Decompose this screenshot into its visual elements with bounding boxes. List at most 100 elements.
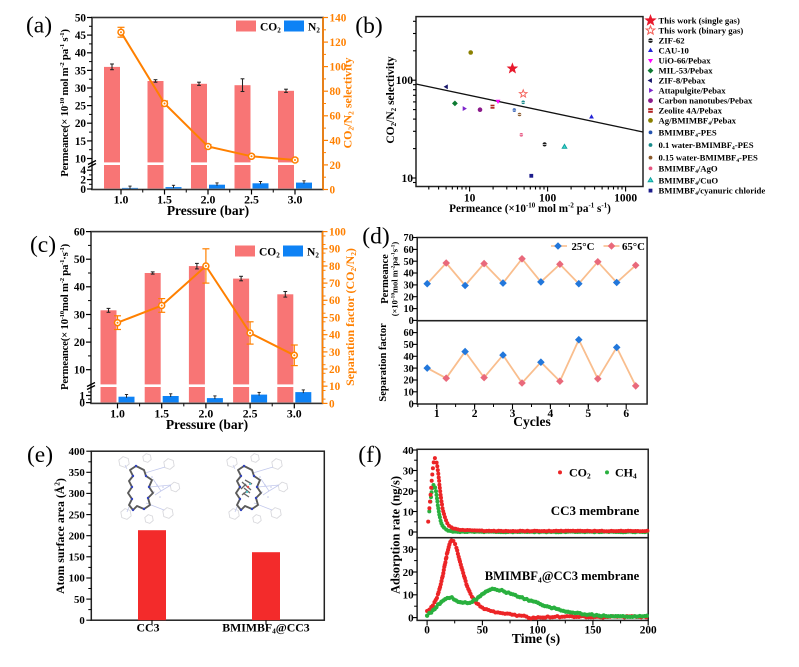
- svg-text:15: 15: [75, 136, 87, 148]
- svg-text:Permeance(× 10-10 mol m-2 pa-1: Permeance(× 10-10 mol m-2 pa-1 s-1): [59, 29, 71, 177]
- svg-text:60: 60: [74, 227, 86, 239]
- svg-text:0: 0: [409, 316, 414, 327]
- svg-text:3.0: 3.0: [287, 406, 302, 420]
- svg-text:50: 50: [74, 254, 86, 266]
- svg-text:Time (s): Time (s): [512, 631, 560, 647]
- svg-text:MIL-53/Pebax: MIL-53/Pebax: [659, 66, 714, 76]
- svg-text:1: 1: [79, 390, 85, 402]
- svg-text:Ag/BMIMBF4/Pebax: Ag/BMIMBF4/Pebax: [659, 115, 737, 127]
- svg-text:Pressure (bar): Pressure (bar): [167, 203, 249, 218]
- svg-text:45: 45: [75, 30, 87, 42]
- svg-text:0: 0: [330, 184, 336, 196]
- svg-text:BMIMBF4-PES: BMIMBF4-PES: [659, 127, 717, 139]
- svg-text:2.0: 2.0: [201, 193, 216, 207]
- svg-text:1: 1: [434, 408, 440, 420]
- svg-text:50: 50: [75, 12, 87, 24]
- svg-text:30: 30: [74, 309, 86, 321]
- svg-text:25°C: 25°C: [572, 241, 595, 253]
- svg-text:This work (binary gas): This work (binary gas): [659, 25, 744, 35]
- svg-text:70: 70: [404, 233, 414, 244]
- svg-text:0: 0: [424, 624, 430, 636]
- svg-text:50: 50: [404, 340, 414, 351]
- svg-text:0: 0: [79, 615, 84, 627]
- svg-text:10: 10: [404, 387, 414, 398]
- svg-text:Zeolite 4A/Pebax: Zeolite 4A/Pebax: [659, 106, 723, 116]
- svg-text:10: 10: [403, 590, 415, 602]
- svg-text:30: 30: [75, 83, 87, 95]
- svg-text:40: 40: [329, 330, 341, 342]
- svg-text:4: 4: [548, 408, 554, 420]
- svg-text:0: 0: [409, 399, 414, 410]
- svg-text:25: 25: [75, 101, 87, 113]
- svg-text:BMIMBF4/CuO: BMIMBF4/CuO: [659, 175, 719, 187]
- svg-text:50: 50: [404, 257, 414, 268]
- svg-text:(a): (a): [26, 13, 52, 39]
- svg-text:CC3 membrane: CC3 membrane: [551, 503, 640, 518]
- svg-text:40: 40: [403, 445, 415, 457]
- svg-text:BMIMBF4@CC3: BMIMBF4@CC3: [222, 621, 309, 636]
- svg-text:20: 20: [74, 337, 86, 349]
- svg-text:BMIMBF4/AgO: BMIMBF4/AgO: [659, 163, 718, 175]
- svg-text:10: 10: [329, 381, 341, 393]
- svg-text:30: 30: [329, 347, 341, 359]
- svg-text:10: 10: [75, 153, 87, 165]
- svg-text:0: 0: [79, 398, 85, 410]
- svg-text:CO2/N2 selectivity: CO2/N2 selectivity: [341, 57, 356, 148]
- svg-text:Permeance: Permeance: [380, 254, 391, 304]
- svg-text:Permeance(× 10-10mol m-2 pa-1·: Permeance(× 10-10mol m-2 pa-1·s-1): [59, 243, 71, 390]
- svg-text:3: 3: [510, 408, 516, 420]
- svg-text:50: 50: [477, 624, 489, 636]
- svg-text:Cycles: Cycles: [513, 414, 551, 429]
- svg-text:150: 150: [69, 552, 85, 564]
- svg-text:(b): (b): [355, 13, 382, 39]
- svg-text:Separation factor (CO2/N2): Separation factor (CO2/N2): [343, 248, 358, 386]
- svg-text:60: 60: [404, 328, 414, 339]
- svg-text:40: 40: [330, 135, 342, 147]
- svg-text:10: 10: [402, 173, 414, 185]
- svg-text:30: 30: [403, 544, 415, 556]
- svg-text:1.0: 1.0: [114, 193, 129, 207]
- svg-text:1.0: 1.0: [110, 406, 125, 420]
- svg-text:CO2: CO2: [260, 22, 281, 35]
- svg-text:100: 100: [329, 227, 346, 239]
- svg-text:(c): (c): [30, 232, 56, 258]
- svg-text:UiO-66/Pebax: UiO-66/Pebax: [659, 55, 712, 65]
- svg-text:(e): (e): [27, 442, 53, 468]
- svg-text:0: 0: [408, 527, 414, 539]
- svg-text:20: 20: [403, 567, 415, 579]
- svg-text:BMIMBF4@CC3 membrane: BMIMBF4@CC3 membrane: [485, 569, 640, 584]
- svg-text:100: 100: [539, 193, 557, 205]
- svg-text:20: 20: [404, 292, 414, 303]
- svg-text:140: 140: [330, 12, 347, 24]
- svg-text:35: 35: [75, 65, 87, 77]
- svg-text:4: 4: [80, 165, 86, 177]
- svg-text:3.0: 3.0: [288, 193, 303, 207]
- svg-text:Attapulgite/Pebax: Attapulgite/Pebax: [659, 85, 727, 95]
- svg-text:CO2: CO2: [569, 466, 591, 481]
- svg-text:350: 350: [69, 467, 85, 479]
- svg-text:0: 0: [329, 398, 335, 410]
- svg-text:65°C: 65°C: [622, 241, 645, 253]
- svg-text:20: 20: [404, 376, 414, 387]
- svg-text:60: 60: [404, 245, 414, 256]
- svg-text:5: 5: [585, 408, 591, 420]
- svg-text:20: 20: [75, 118, 87, 130]
- svg-text:N2: N2: [308, 22, 320, 35]
- svg-text:90: 90: [329, 244, 341, 256]
- svg-text:30: 30: [404, 364, 414, 375]
- svg-text:CH4: CH4: [615, 466, 637, 481]
- svg-text:1.5: 1.5: [154, 406, 169, 420]
- svg-text:100: 100: [396, 75, 414, 87]
- svg-text:CAU-10: CAU-10: [659, 46, 690, 56]
- svg-text:80: 80: [330, 86, 342, 98]
- svg-text:20: 20: [403, 486, 415, 498]
- svg-text:30: 30: [403, 465, 415, 477]
- svg-text:40: 40: [404, 352, 414, 363]
- svg-text:This work (single gas): This work (single gas): [659, 16, 740, 26]
- svg-text:N2: N2: [307, 247, 319, 260]
- svg-text:300: 300: [69, 488, 85, 500]
- svg-text:400: 400: [69, 446, 85, 458]
- svg-text:ZIF-8/Pebax: ZIF-8/Pebax: [659, 76, 706, 86]
- svg-text:10: 10: [403, 506, 415, 518]
- svg-text:BMIMBF4/cyanuric chloride: BMIMBF4/cyanuric chloride: [659, 186, 766, 198]
